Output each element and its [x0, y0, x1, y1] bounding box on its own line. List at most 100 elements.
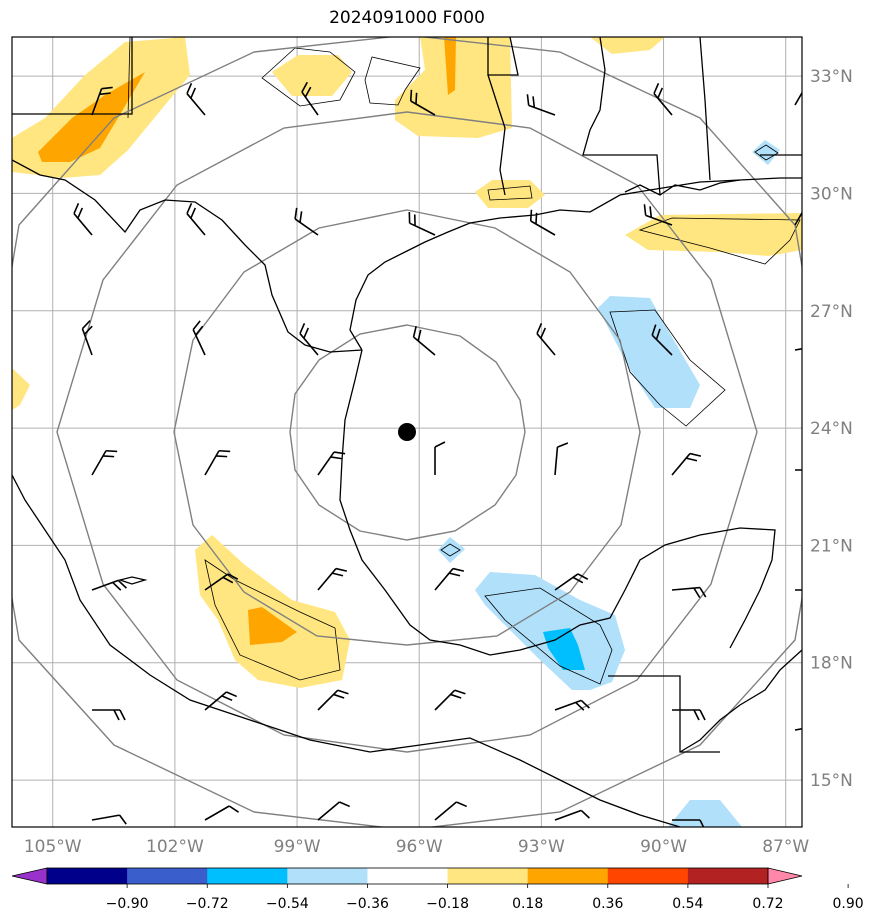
lon-tick-label-6: 87°W — [762, 837, 809, 857]
colorbar-label-9: 0.90 — [833, 896, 864, 912]
wind-barb-18 — [536, 322, 556, 356]
colorbar-segment-2 — [207, 868, 288, 884]
positive-area-southwest — [195, 535, 350, 688]
axis-tick-labels: 105°W 102°W 99°W 96°W 93°W 90°W 87°W 33°N 30°N 27… — [24, 67, 853, 857]
lon-tick-label-5: 90°W — [640, 837, 687, 857]
colorbar-label-1: −0.72 — [186, 896, 229, 912]
strong-positive-area-northwest — [38, 72, 145, 162]
wind-barb-38 — [434, 689, 466, 711]
wind-barb-16 — [299, 322, 319, 356]
colorbar-segment-3 — [287, 868, 368, 884]
wind-barb-15 — [192, 320, 206, 356]
lon-tick-label-3: 96°W — [396, 837, 443, 857]
colorbar-segment-7 — [607, 868, 689, 884]
wind-barb-29 — [204, 573, 239, 591]
wind-barb-37 — [317, 689, 349, 711]
wind-barb-10 — [408, 211, 436, 236]
colorbar-label-7: 0.54 — [672, 896, 703, 912]
wind-barb-14 — [81, 320, 93, 356]
lat-tick-label-3: 24°N — [810, 419, 853, 439]
colorbar-segment-4 — [367, 868, 449, 884]
colorbar-label-4: −0.18 — [426, 896, 469, 912]
wind-barb-41 — [794, 724, 802, 731]
wind-barbs — [73, 80, 802, 827]
wind-barb-31 — [434, 567, 465, 591]
shaded-fields — [12, 37, 802, 827]
lon-tick-label-2: 99°W — [274, 837, 321, 857]
colorbar-segment-6 — [527, 868, 609, 884]
wind-barb-26 — [671, 452, 702, 476]
wind-barb-7 — [73, 202, 93, 236]
wind-barb-27 — [795, 469, 802, 471]
wind-barb-23 — [317, 451, 346, 476]
map-frame — [11, 36, 803, 828]
wind-barb-0 — [91, 86, 113, 116]
colorbar-label-0: −0.90 — [106, 896, 149, 912]
lat-tick-label-0: 33°N — [810, 67, 853, 87]
colorbar-label-6: 0.36 — [592, 896, 623, 912]
strong-positive-area-north-central — [444, 37, 456, 95]
negative-area-gulf-east — [598, 296, 700, 408]
wind-barb-45 — [434, 801, 468, 821]
wind-barb-36 — [204, 691, 238, 711]
lat-tick-label-4: 21°N — [810, 536, 853, 556]
wind-barb-11 — [529, 209, 556, 236]
lon-tick-label-1: 102°W — [146, 837, 204, 857]
lat-tick-label-1: 30°N — [810, 184, 853, 204]
wind-barb-2 — [301, 81, 319, 116]
wind-barb-8 — [186, 202, 206, 236]
colorbar-label-8: 0.72 — [752, 896, 783, 912]
lon-tick-label-0: 105°W — [24, 837, 82, 857]
positive-area-top-right — [590, 37, 665, 54]
negative-area-gulf-south — [438, 537, 465, 563]
colorbar: −0.90 −0.72 −0.54 −0.36 −0.18 0.18 0.36 0.54 0.7… — [11, 867, 864, 912]
wind-barb-39 — [554, 699, 590, 711]
colorbar-extend-high — [767, 867, 803, 885]
wind-barb-40 — [672, 709, 706, 721]
positive-area-coast — [475, 180, 545, 208]
wind-barb-19 — [651, 324, 673, 356]
wind-barb-28 — [91, 579, 127, 591]
coastlines-and-borders — [12, 37, 802, 827]
wind-barb-13 — [794, 200, 802, 226]
lat-tick-label-5: 18°N — [810, 654, 853, 674]
wind-barb-9 — [294, 207, 319, 236]
colorbar-label-5: 0.18 — [512, 896, 543, 912]
map-panel — [12, 37, 802, 827]
wind-barb-24 — [434, 441, 446, 475]
wind-barb-43 — [204, 805, 240, 821]
wind-barb-42 — [91, 814, 127, 825]
map-title: 2024091000 F000 — [329, 8, 485, 28]
colorbar-segment-1 — [127, 868, 208, 884]
colorbar-segment-5 — [447, 868, 529, 884]
storm-center-marker — [398, 423, 416, 441]
contour-lines — [127, 37, 801, 685]
wind-barb-44 — [317, 801, 351, 821]
positive-area-north — [272, 55, 352, 96]
lat-tick-label-2: 27°N — [810, 302, 853, 322]
range-rings — [12, 37, 802, 827]
lat-tick-label-6: 15°N — [810, 771, 853, 791]
wind-barb-17 — [412, 325, 436, 356]
wind-barb-3 — [409, 89, 436, 116]
wind-barb-47 — [672, 819, 706, 827]
wind-barb-34 — [795, 589, 802, 591]
wind-barb-12 — [643, 204, 673, 226]
wind-barb-1 — [186, 82, 206, 116]
colorbar-segment-0 — [47, 868, 128, 884]
wind-barb-32 — [554, 573, 589, 591]
strong-positive-area-southwest — [248, 607, 297, 645]
wind-barb-22 — [204, 449, 231, 476]
colorbar-extend-low — [11, 867, 48, 885]
colorbar-outline — [46, 867, 769, 885]
wind-barb-30 — [317, 567, 348, 591]
wind-barb-35 — [92, 709, 126, 721]
wind-barb-4 — [526, 94, 556, 116]
positive-area-west-edge — [12, 368, 30, 410]
wind-barb-21 — [91, 449, 118, 476]
lon-tick-label-4: 93°W — [518, 837, 565, 857]
colorbar-label-2: −0.54 — [266, 896, 309, 912]
wind-barb-33 — [671, 586, 707, 599]
negative-area-bay — [752, 140, 780, 165]
